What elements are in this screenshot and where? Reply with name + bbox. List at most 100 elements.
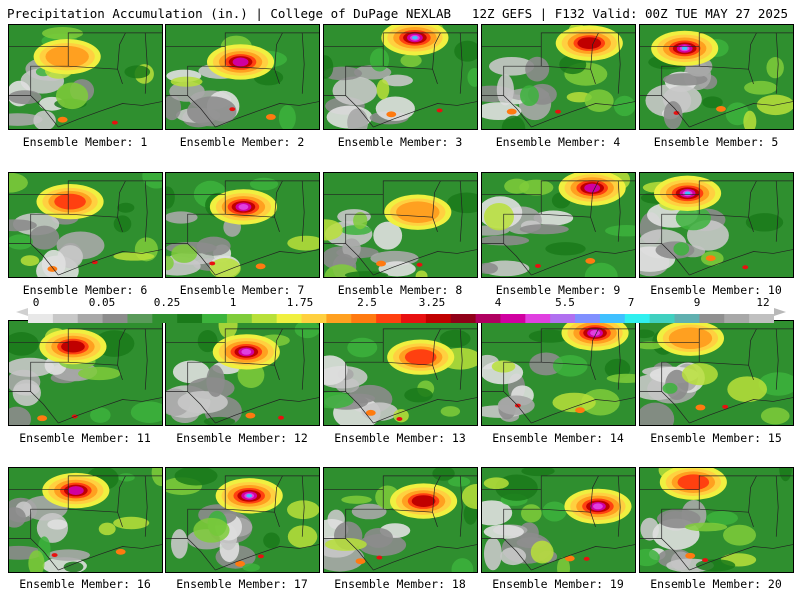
precipitation-colorbar: [28, 308, 775, 323]
member-caption: Ensemble Member: 13: [334, 431, 466, 445]
precipitation-field: [166, 468, 319, 572]
colorbar-swatch: [525, 314, 551, 323]
precipitation-field: [482, 321, 635, 425]
colorbar-swatch: [724, 314, 750, 323]
colorbar-swatch: [326, 314, 352, 323]
map-title: Precipitation Accumulation (in.) | Colle…: [7, 6, 452, 21]
member-caption: Ensemble Member: 5: [653, 135, 779, 149]
colorbar-swatch: [28, 314, 54, 323]
member-caption: Ensemble Member: 7: [179, 283, 305, 297]
member-caption: Ensemble Member: 2: [179, 135, 305, 149]
colorbar-swatch: [749, 314, 775, 323]
ensemble-member-map: [481, 467, 636, 573]
colorbar-tick-label: 4: [494, 296, 502, 309]
colorbar-labels: 0 0.05 0.25 1 1.75 2.5 3.25 4 5.5 7 9 12: [0, 296, 800, 309]
precipitation-field: [482, 468, 635, 572]
precipitation-field: [324, 468, 477, 572]
colorbar-left-arrow: [16, 308, 28, 316]
precipitation-field: [9, 25, 162, 129]
precipitation-field: [640, 321, 793, 425]
member-caption: Ensemble Member: 16: [19, 577, 151, 591]
model-run-info: 12Z GEFS | F132 Valid: 00Z TUE MAY 27 20…: [471, 6, 788, 21]
ensemble-member-map: [8, 24, 163, 130]
precipitation-field: [9, 321, 162, 425]
colorbar-swatch: [425, 314, 452, 323]
ensemble-member-map: [639, 24, 794, 130]
ensemble-member-map: [165, 172, 320, 278]
colorbar-swatch: [127, 314, 153, 323]
colorbar-swatch: [599, 314, 626, 323]
precipitation-field: [166, 173, 319, 277]
precipitation-field: [482, 173, 635, 277]
ensemble-member-map: [323, 172, 478, 278]
ensemble-member-map: [165, 24, 320, 130]
colorbar-tick-label: 0.25: [153, 296, 181, 309]
colorbar-swatch: [475, 314, 501, 323]
member-caption: Ensemble Member: 4: [495, 135, 621, 149]
colorbar-swatch: [450, 314, 477, 323]
colorbar-swatch: [177, 314, 203, 323]
ensemble-member-map: [165, 467, 320, 573]
colorbar-swatch: [152, 314, 178, 323]
ensemble-member-map: [323, 467, 478, 573]
colorbar-tick-label: 2.5: [357, 296, 377, 309]
member-caption: Ensemble Member: 15: [650, 431, 782, 445]
colorbar-swatch: [226, 314, 253, 323]
ensemble-member-map: [639, 172, 794, 278]
ensemble-member-map: [323, 24, 478, 130]
colorbar-swatch: [500, 314, 526, 323]
colorbar-tick-label: 5.5: [555, 296, 575, 309]
precipitation-field: [166, 321, 319, 425]
ensemble-member-map: [323, 320, 478, 426]
precipitation-field: [9, 468, 162, 572]
member-caption: Ensemble Member: 18: [334, 577, 466, 591]
colorbar-right-arrow: [774, 308, 786, 316]
colorbar-swatch: [401, 314, 427, 323]
colorbar-swatch: [202, 314, 228, 323]
colorbar-swatch: [77, 314, 104, 323]
precipitation-field: [324, 173, 477, 277]
member-caption: Ensemble Member: 19: [492, 577, 624, 591]
colorbar-swatch: [674, 314, 700, 323]
colorbar-swatch: [699, 314, 725, 323]
member-caption: Ensemble Member: 17: [176, 577, 308, 591]
ensemble-member-map: [165, 320, 320, 426]
colorbar-swatch: [102, 314, 128, 323]
colorbar-tick-label: 1.75: [286, 296, 314, 309]
colorbar-swatch: [575, 314, 601, 323]
ensemble-member-map: [481, 172, 636, 278]
colorbar-swatches: [28, 314, 775, 323]
colorbar-tick-label: 0: [32, 296, 40, 309]
member-caption: Ensemble Member: 14: [492, 431, 624, 445]
ensemble-member-map: [639, 467, 794, 573]
colorbar-swatch: [376, 314, 402, 323]
colorbar-swatch: [301, 314, 327, 323]
ensemble-member-map: [639, 320, 794, 426]
member-caption: Ensemble Member: 20: [650, 577, 782, 591]
ensemble-member-map: [481, 24, 636, 130]
member-caption: Ensemble Member: 9: [495, 283, 621, 297]
member-caption: Ensemble Member: 3: [337, 135, 463, 149]
colorbar-tick-label: 1: [229, 296, 237, 309]
member-caption: Ensemble Member: 8: [337, 283, 463, 297]
colorbar-tick-label: 9: [693, 296, 701, 309]
colorbar-swatch: [276, 314, 303, 323]
precipitation-field: [166, 25, 319, 129]
ensemble-member-map: [8, 172, 163, 278]
precipitation-field: [640, 173, 793, 277]
colorbar-swatch: [52, 314, 79, 323]
colorbar-swatch: [649, 314, 676, 323]
member-caption: Ensemble Member: 1: [22, 135, 148, 149]
colorbar-swatch: [351, 314, 377, 323]
colorbar-swatch: [251, 314, 278, 323]
ensemble-member-map: [8, 467, 163, 573]
colorbar-tick-label: 3.25: [418, 296, 446, 309]
colorbar-swatch: [550, 314, 576, 323]
precipitation-field: [640, 468, 793, 572]
precipitation-field: [324, 25, 477, 129]
member-caption: Ensemble Member: 12: [176, 431, 308, 445]
precipitation-field: [324, 321, 477, 425]
ensemble-member-map: [8, 320, 163, 426]
precipitation-field: [640, 25, 793, 129]
